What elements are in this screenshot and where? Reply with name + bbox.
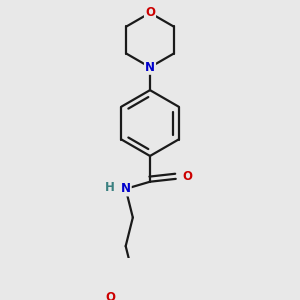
Text: N: N bbox=[145, 61, 155, 74]
Text: O: O bbox=[145, 6, 155, 20]
Text: O: O bbox=[105, 291, 115, 300]
Text: O: O bbox=[182, 169, 192, 182]
Text: N: N bbox=[121, 182, 131, 195]
Text: H: H bbox=[105, 181, 115, 194]
